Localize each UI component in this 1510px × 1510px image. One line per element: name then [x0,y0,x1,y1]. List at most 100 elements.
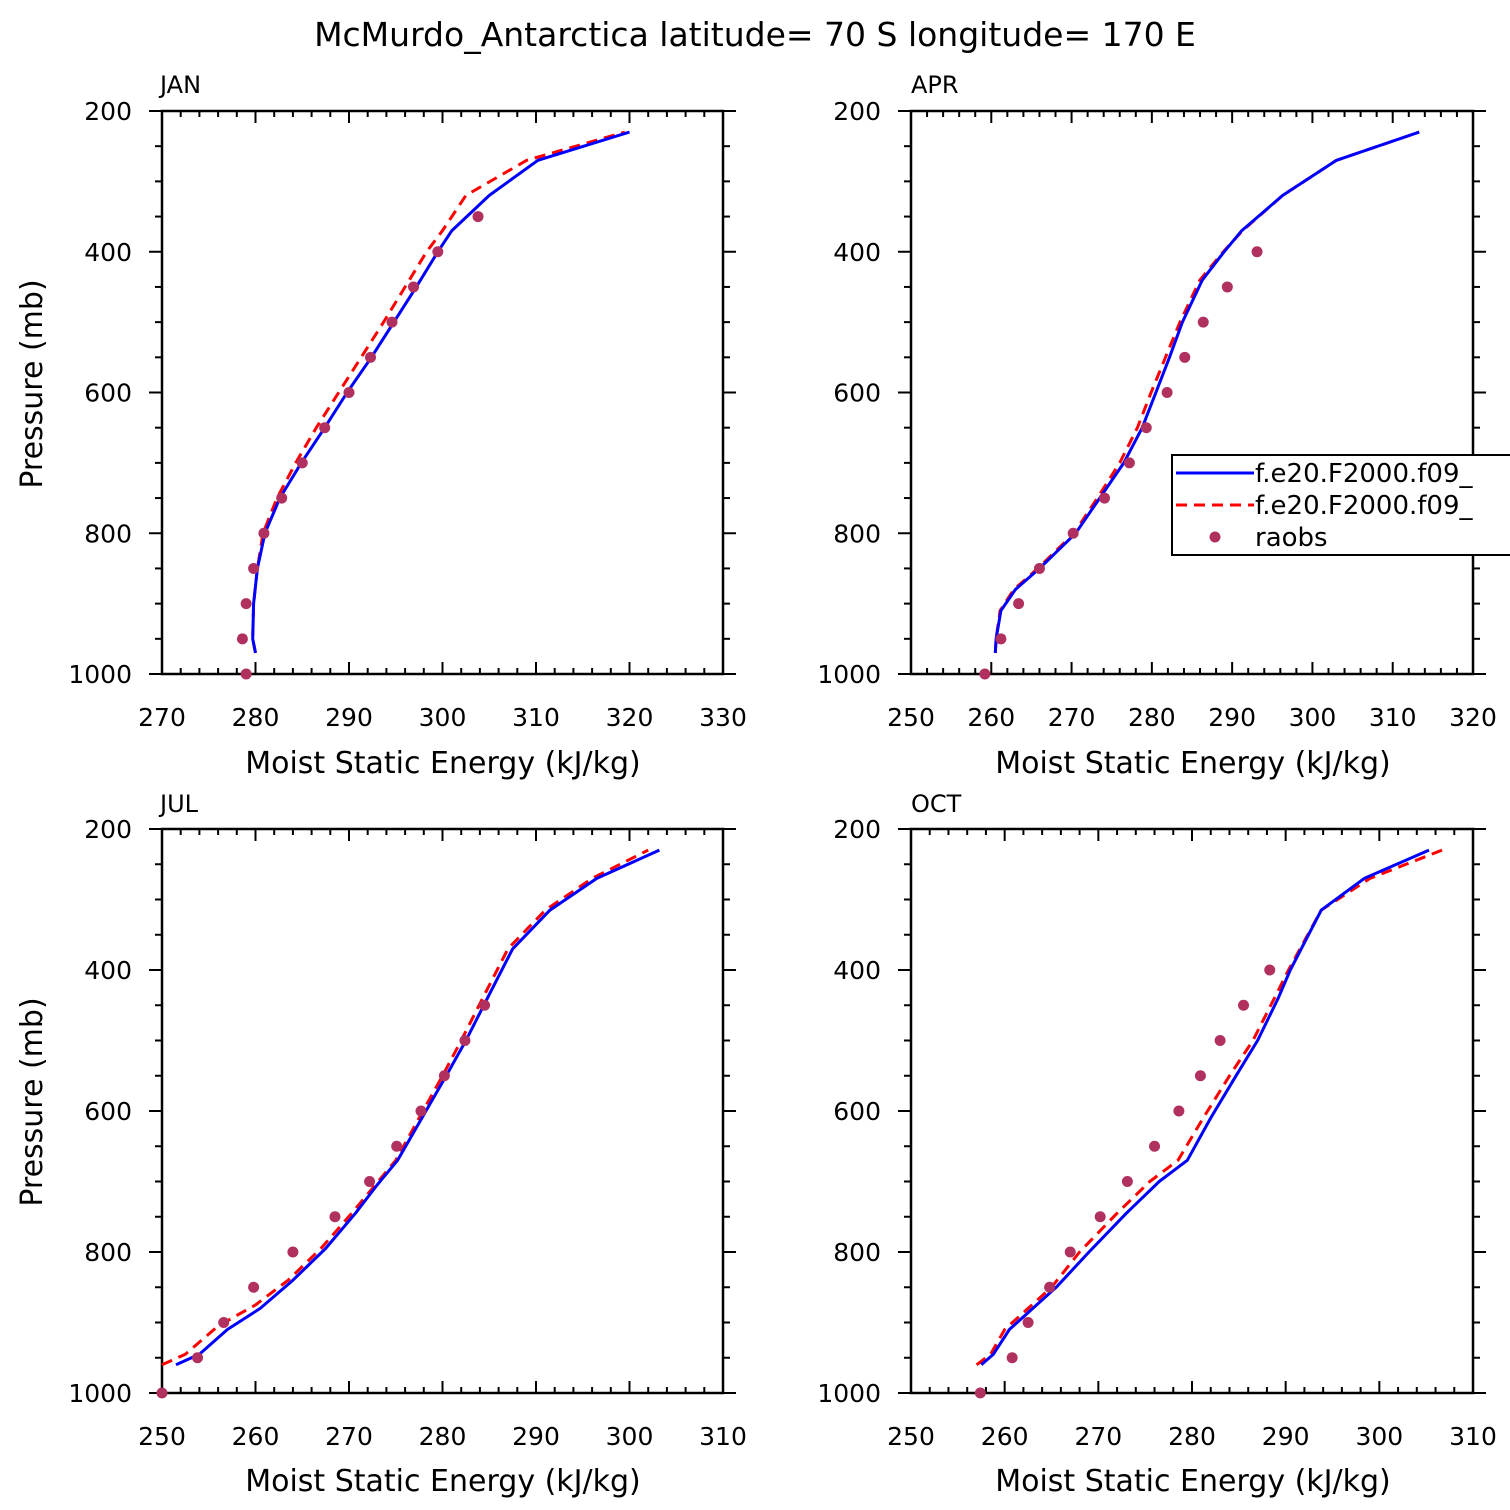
x-tick-label: 270 [1048,703,1096,732]
x-tick-label: 310 [1369,703,1417,732]
x-tick-label: 280 [1168,1422,1216,1451]
raobs-point-oct [1121,1176,1133,1187]
model1-line-jul [175,848,661,1367]
y-axis-label-jan: Pressure (mb) [15,279,50,488]
raobs-point-jul [329,1211,341,1223]
raobs-point-jul [364,1176,376,1187]
y-tick-label: 600 [84,1097,132,1126]
y-axis-label-jul: Pressure (mb) [15,997,50,1206]
panel-label-apr: APR [911,71,959,99]
x-tick-label: 250 [887,1422,935,1451]
x-tick-label: 290 [325,703,373,732]
raobs-point-oct [1022,1317,1034,1328]
plot-frame-oct [909,827,1475,1395]
x-tick-label: 250 [138,1422,186,1451]
raobs-point-oct [1044,1281,1056,1293]
raobs-point-apr [1033,562,1045,574]
raobs-point-oct [1238,999,1250,1011]
x-axis-label-jan: Moist Static Energy (kJ/kg) [245,746,641,781]
raobs-point-jan [258,527,270,539]
raobs-point-jul [192,1352,204,1364]
x-axis-label-oct: Moist Static Energy (kJ/kg) [995,1464,1391,1499]
y-tick-label: 1000 [68,1379,132,1408]
raobs-point-jul [391,1140,403,1152]
y-tick-label: 600 [833,379,881,408]
x-tick-label: 320 [1449,703,1497,732]
raobs-point-jul [156,1387,168,1399]
raobs-point-oct [1094,1211,1106,1223]
y-tick-label: 800 [833,1238,881,1267]
y-tick-label: 1000 [817,660,881,689]
raobs-point-oct [1264,964,1276,976]
raobs-point-jan [276,492,288,504]
x-tick-label: 260 [967,703,1015,732]
y-tick-label: 800 [84,1238,132,1267]
panel-apr: APR Moist Static Energy (kJ/kg) 250 260 27… [817,71,1496,781]
raobs-point-apr [1179,351,1191,363]
raobs-point-apr [979,668,991,680]
legend-label-model2: f.e20.F2000.f09_ [1255,491,1473,521]
raobs-point-jul [479,999,491,1011]
raobs-point-jan [240,668,252,680]
x-tick-label: 290 [1208,703,1256,732]
model2-line-apr [993,130,1420,653]
raobs-point-jan [343,387,355,398]
raobs-point-jan [432,246,444,258]
raobs-point-oct [1006,1352,1018,1364]
raobs-point-jan [472,211,484,223]
legend: f.e20.F2000.f09_ f.e20.F2000.f09_ raobs [1171,454,1510,556]
y-tick-label: 600 [84,379,132,408]
raobs-point-oct [1194,1070,1206,1082]
panel-jul: JUL Moist Static Energy (kJ/kg) Pressure… [15,790,747,1499]
y-tick-label: 400 [833,956,881,985]
panel-label-oct: OCT [911,790,962,818]
x-tick-label: 290 [1262,1422,1310,1451]
raobs-point-jan [386,316,398,328]
x-tick-label: 300 [1289,703,1337,732]
x-tick-label: 270 [1074,1422,1122,1451]
y-tick-label: 200 [833,97,881,126]
raobs-point-jan [408,281,420,293]
legend-swatch-raobs [1209,531,1221,543]
x-tick-label: 310 [1449,1422,1497,1451]
model1-line-apr [993,130,1420,653]
raobs-point-jan [296,457,308,469]
raobs-point-oct [974,1387,986,1399]
raobs-point-jan [365,351,377,363]
raobs-point-jul [459,1035,471,1046]
y-tick-label: 1000 [817,1379,881,1408]
model1-line-jan [251,130,630,654]
raobs-point-apr [1098,492,1110,504]
y-tick-label: 800 [84,519,132,548]
raobs-point-oct [1149,1140,1161,1152]
model2-line-jul [161,848,649,1367]
panel-label-jul: JUL [158,790,199,818]
legend-label-model1: f.e20.F2000.f09_ [1255,459,1473,489]
raobs-point-apr [1161,387,1173,398]
raobs-point-apr [1067,527,1079,539]
raobs-point-apr [1013,598,1025,610]
x-tick-label: 260 [232,1422,280,1451]
main-title: McMurdo_Antarctica latitude= 70 S longit… [314,15,1196,54]
model1-line-oct [980,848,1430,1366]
y-tick-label: 400 [84,238,132,267]
legend-label-raobs: raobs [1255,523,1328,553]
raobs-point-jan [319,422,331,434]
panel-oct: OCT Moist Static Energy (kJ/kg) 250 260 27… [817,790,1496,1499]
x-tick-label: 280 [419,1422,467,1451]
panel-label-jan: JAN [158,71,201,99]
y-tick-label: 200 [84,97,132,126]
x-axis-label-jul: Moist Static Energy (kJ/kg) [245,1464,641,1499]
plot-frame-apr [909,109,1475,676]
raobs-point-oct [1173,1105,1185,1117]
x-tick-label: 270 [325,1422,373,1451]
y-tick-label: 600 [833,1097,881,1126]
x-tick-label: 250 [887,703,935,732]
x-tick-label: 300 [419,703,467,732]
y-tick-label: 1000 [68,660,132,689]
raobs-point-apr [1221,281,1233,293]
x-tick-label: 310 [699,1422,747,1451]
plot-frame-jul [160,827,725,1395]
raobs-point-apr [1251,246,1263,258]
